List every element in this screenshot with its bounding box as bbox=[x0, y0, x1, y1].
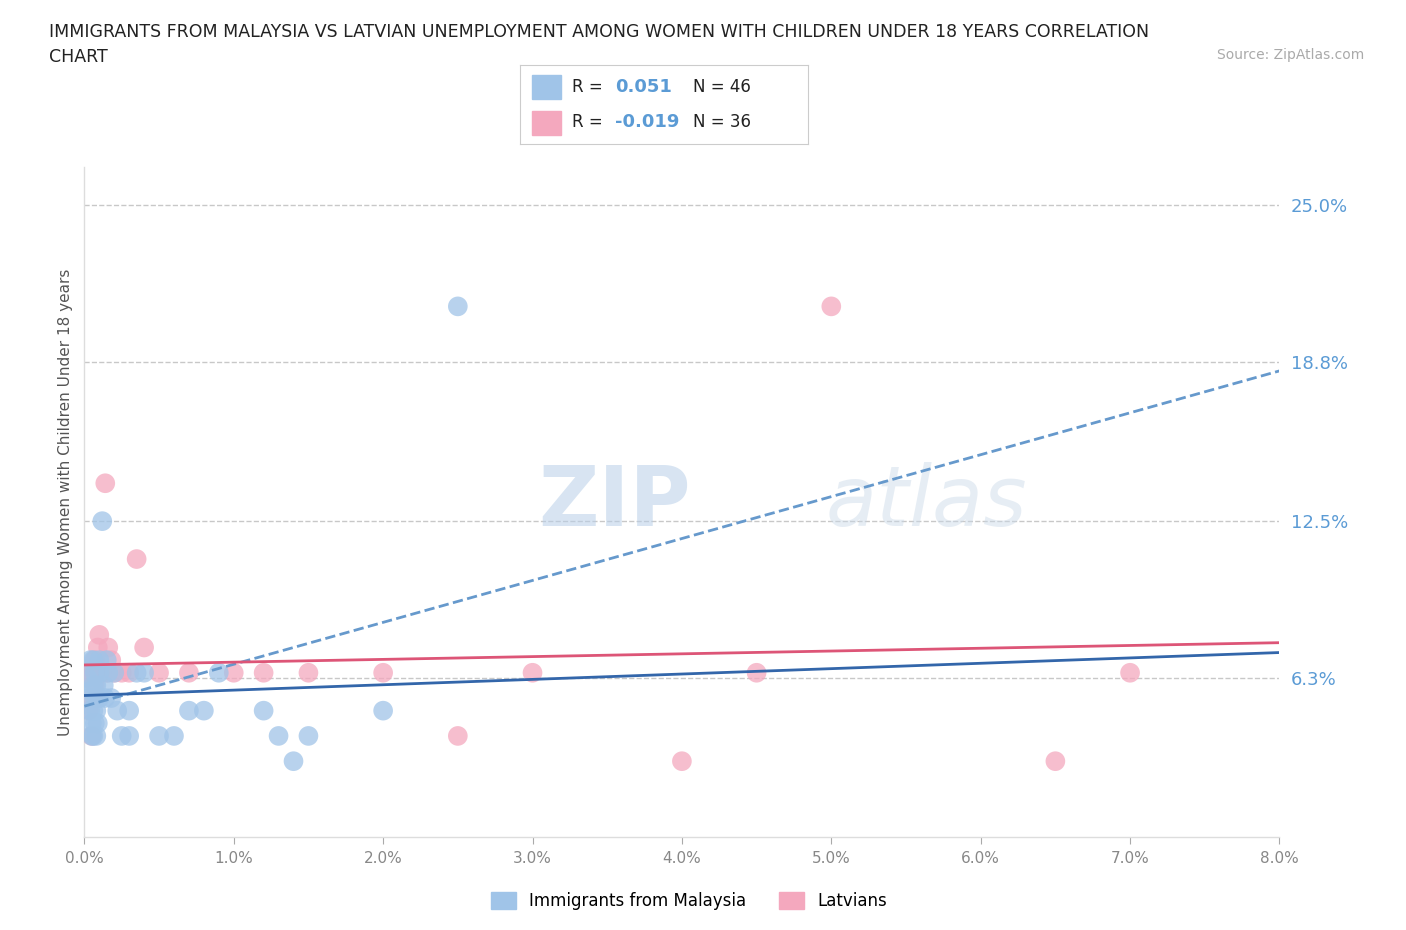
Point bbox=[97, 665, 120, 680]
Text: CHART: CHART bbox=[49, 48, 108, 66]
Point bbox=[89, 691, 111, 706]
Text: R =: R = bbox=[572, 113, 603, 131]
Point bbox=[745, 665, 768, 680]
Point bbox=[79, 665, 101, 680]
Point bbox=[447, 728, 470, 743]
Text: ZIP: ZIP bbox=[538, 461, 690, 543]
Point bbox=[80, 716, 103, 731]
Point bbox=[84, 728, 107, 743]
Point bbox=[222, 665, 245, 680]
Bar bbox=[531, 75, 561, 100]
Text: -0.019: -0.019 bbox=[616, 113, 679, 131]
Point bbox=[82, 678, 104, 693]
Point bbox=[208, 665, 231, 680]
Point bbox=[97, 640, 120, 655]
Point bbox=[82, 653, 104, 668]
Point bbox=[84, 678, 107, 693]
Legend: Immigrants from Malaysia, Latvians: Immigrants from Malaysia, Latvians bbox=[484, 885, 894, 917]
Point bbox=[91, 665, 114, 680]
Point bbox=[94, 691, 117, 706]
Point bbox=[522, 665, 544, 680]
Point bbox=[1119, 665, 1142, 680]
Point bbox=[118, 665, 141, 680]
Point bbox=[83, 678, 105, 693]
Point bbox=[100, 691, 122, 706]
Text: R =: R = bbox=[572, 78, 603, 96]
Point bbox=[253, 703, 276, 718]
Point bbox=[76, 671, 98, 685]
Point bbox=[103, 665, 125, 680]
Point bbox=[177, 665, 200, 680]
Point bbox=[267, 728, 290, 743]
Point bbox=[83, 716, 105, 731]
Point bbox=[132, 665, 156, 680]
Text: N = 46: N = 46 bbox=[693, 78, 751, 96]
Point bbox=[83, 691, 105, 706]
Point bbox=[80, 691, 103, 706]
Y-axis label: Unemployment Among Women with Children Under 18 years: Unemployment Among Women with Children U… bbox=[58, 269, 73, 736]
Point bbox=[671, 753, 693, 768]
Text: 0.051: 0.051 bbox=[616, 78, 672, 96]
Point bbox=[105, 703, 128, 718]
Point bbox=[371, 703, 394, 718]
Point bbox=[87, 716, 110, 731]
Point bbox=[125, 551, 148, 566]
Point bbox=[77, 703, 100, 718]
Point bbox=[84, 703, 107, 718]
Point bbox=[84, 691, 107, 706]
Text: Source: ZipAtlas.com: Source: ZipAtlas.com bbox=[1216, 48, 1364, 62]
Point bbox=[80, 728, 103, 743]
Point bbox=[93, 678, 115, 693]
Text: atlas: atlas bbox=[825, 461, 1026, 543]
Point bbox=[77, 691, 100, 706]
Point bbox=[148, 728, 170, 743]
Point bbox=[1045, 753, 1067, 768]
Point bbox=[100, 653, 122, 668]
Point bbox=[111, 728, 134, 743]
Point bbox=[82, 665, 104, 680]
Point bbox=[89, 665, 111, 680]
Point bbox=[80, 683, 103, 698]
Point bbox=[87, 691, 110, 706]
Point bbox=[79, 703, 101, 718]
Point bbox=[283, 753, 305, 768]
Point bbox=[132, 640, 156, 655]
Point bbox=[297, 728, 319, 743]
Point bbox=[103, 665, 125, 680]
Point bbox=[118, 728, 141, 743]
Point bbox=[118, 703, 141, 718]
Point bbox=[820, 299, 842, 313]
Point bbox=[87, 640, 110, 655]
Bar bbox=[531, 111, 561, 135]
Point bbox=[79, 653, 101, 668]
Point bbox=[111, 665, 134, 680]
Point bbox=[163, 728, 186, 743]
Point bbox=[297, 665, 319, 680]
Point bbox=[91, 513, 114, 528]
Point bbox=[82, 728, 104, 743]
Point bbox=[193, 703, 215, 718]
Point bbox=[89, 665, 111, 680]
Text: N = 36: N = 36 bbox=[693, 113, 751, 131]
Point bbox=[125, 665, 148, 680]
Point bbox=[148, 665, 170, 680]
Point bbox=[96, 665, 118, 680]
Point bbox=[96, 653, 118, 668]
Point bbox=[253, 665, 276, 680]
Point bbox=[371, 665, 394, 680]
Point bbox=[80, 728, 103, 743]
Point bbox=[76, 671, 98, 685]
Point bbox=[447, 299, 470, 313]
Point bbox=[94, 476, 117, 491]
Point bbox=[83, 665, 105, 680]
Point bbox=[89, 628, 111, 643]
Point bbox=[177, 703, 200, 718]
Point bbox=[83, 653, 105, 668]
Point bbox=[84, 665, 107, 680]
Point bbox=[89, 653, 111, 668]
Point bbox=[82, 703, 104, 718]
Text: IMMIGRANTS FROM MALAYSIA VS LATVIAN UNEMPLOYMENT AMONG WOMEN WITH CHILDREN UNDER: IMMIGRANTS FROM MALAYSIA VS LATVIAN UNEM… bbox=[49, 23, 1149, 41]
